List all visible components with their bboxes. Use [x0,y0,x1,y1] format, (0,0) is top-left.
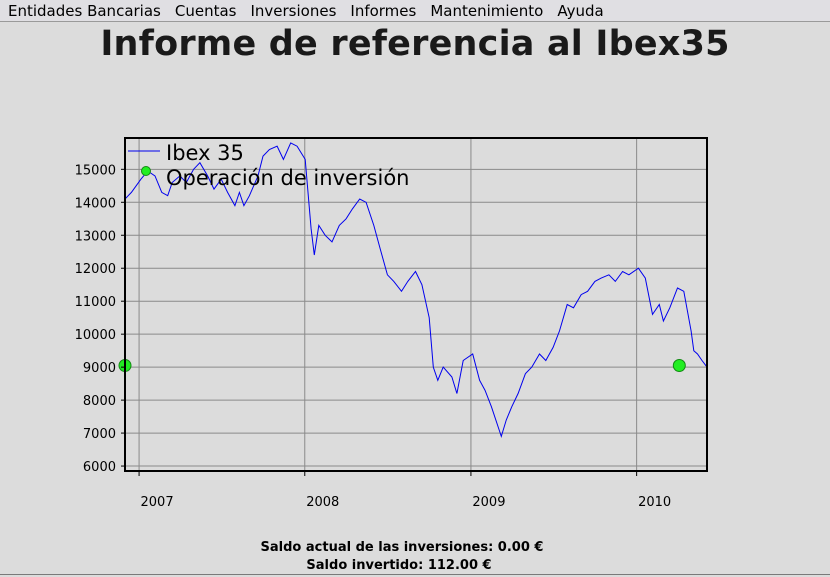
menu-bar: Entidades Bancarias Cuentas Inversiones Inf… [0,0,830,22]
page-title: Informe de referencia al Ibex35 [100,24,730,64]
y-tick-label: 6000 [83,460,116,475]
window-bottom-edge [0,574,830,577]
menu-item-inversiones[interactable]: Inversiones [250,1,337,20]
y-tick-label: 9000 [83,361,116,376]
menu-item-ayuda[interactable]: Ayuda [557,1,604,20]
legend-label-operacion: Operación de inversión [166,166,409,190]
y-tick-label: 11000 [75,295,116,310]
y-tick-label: 7000 [83,427,116,442]
menu-item-entidades-bancarias[interactable]: Entidades Bancarias [8,1,161,20]
series-line-ibex35 [124,142,708,439]
x-tick-label: 2009 [472,495,505,510]
y-tick-label: 14000 [75,196,116,211]
menu-item-mantenimiento[interactable]: Mantenimiento [430,1,544,20]
legend-marker-swatch [141,166,151,176]
plot-area [125,138,707,471]
operation-point [672,358,686,372]
series-line-layer [124,142,708,439]
y-tick-label: 8000 [83,394,116,409]
x-tick-label: 2007 [141,495,174,510]
menu-item-informes[interactable]: Informes [350,1,417,20]
grid-lines [125,138,707,471]
legend-label-ibex35: Ibex 35 [166,141,244,165]
y-tick-label: 10000 [75,328,116,343]
saldo-actual-label: Saldo actual de las inversiones: 0.00 € [260,540,544,555]
axis-ticks: 6000 7000 8000 9000 10000 11000 12000 13000 1400… [75,163,672,510]
y-tick-label: 15000 [75,163,116,178]
menu-item-cuentas[interactable]: Cuentas [174,1,237,20]
x-tick-label: 2010 [638,495,671,510]
y-tick-label: 12000 [75,262,116,277]
y-tick-label: 13000 [75,229,116,244]
saldo-invertido-label: Saldo invertido: 112.00 € [306,558,492,573]
legend: Ibex 35 Operación de inversión [128,141,409,190]
plot-frame [124,137,708,472]
x-tick-label: 2008 [306,495,339,510]
